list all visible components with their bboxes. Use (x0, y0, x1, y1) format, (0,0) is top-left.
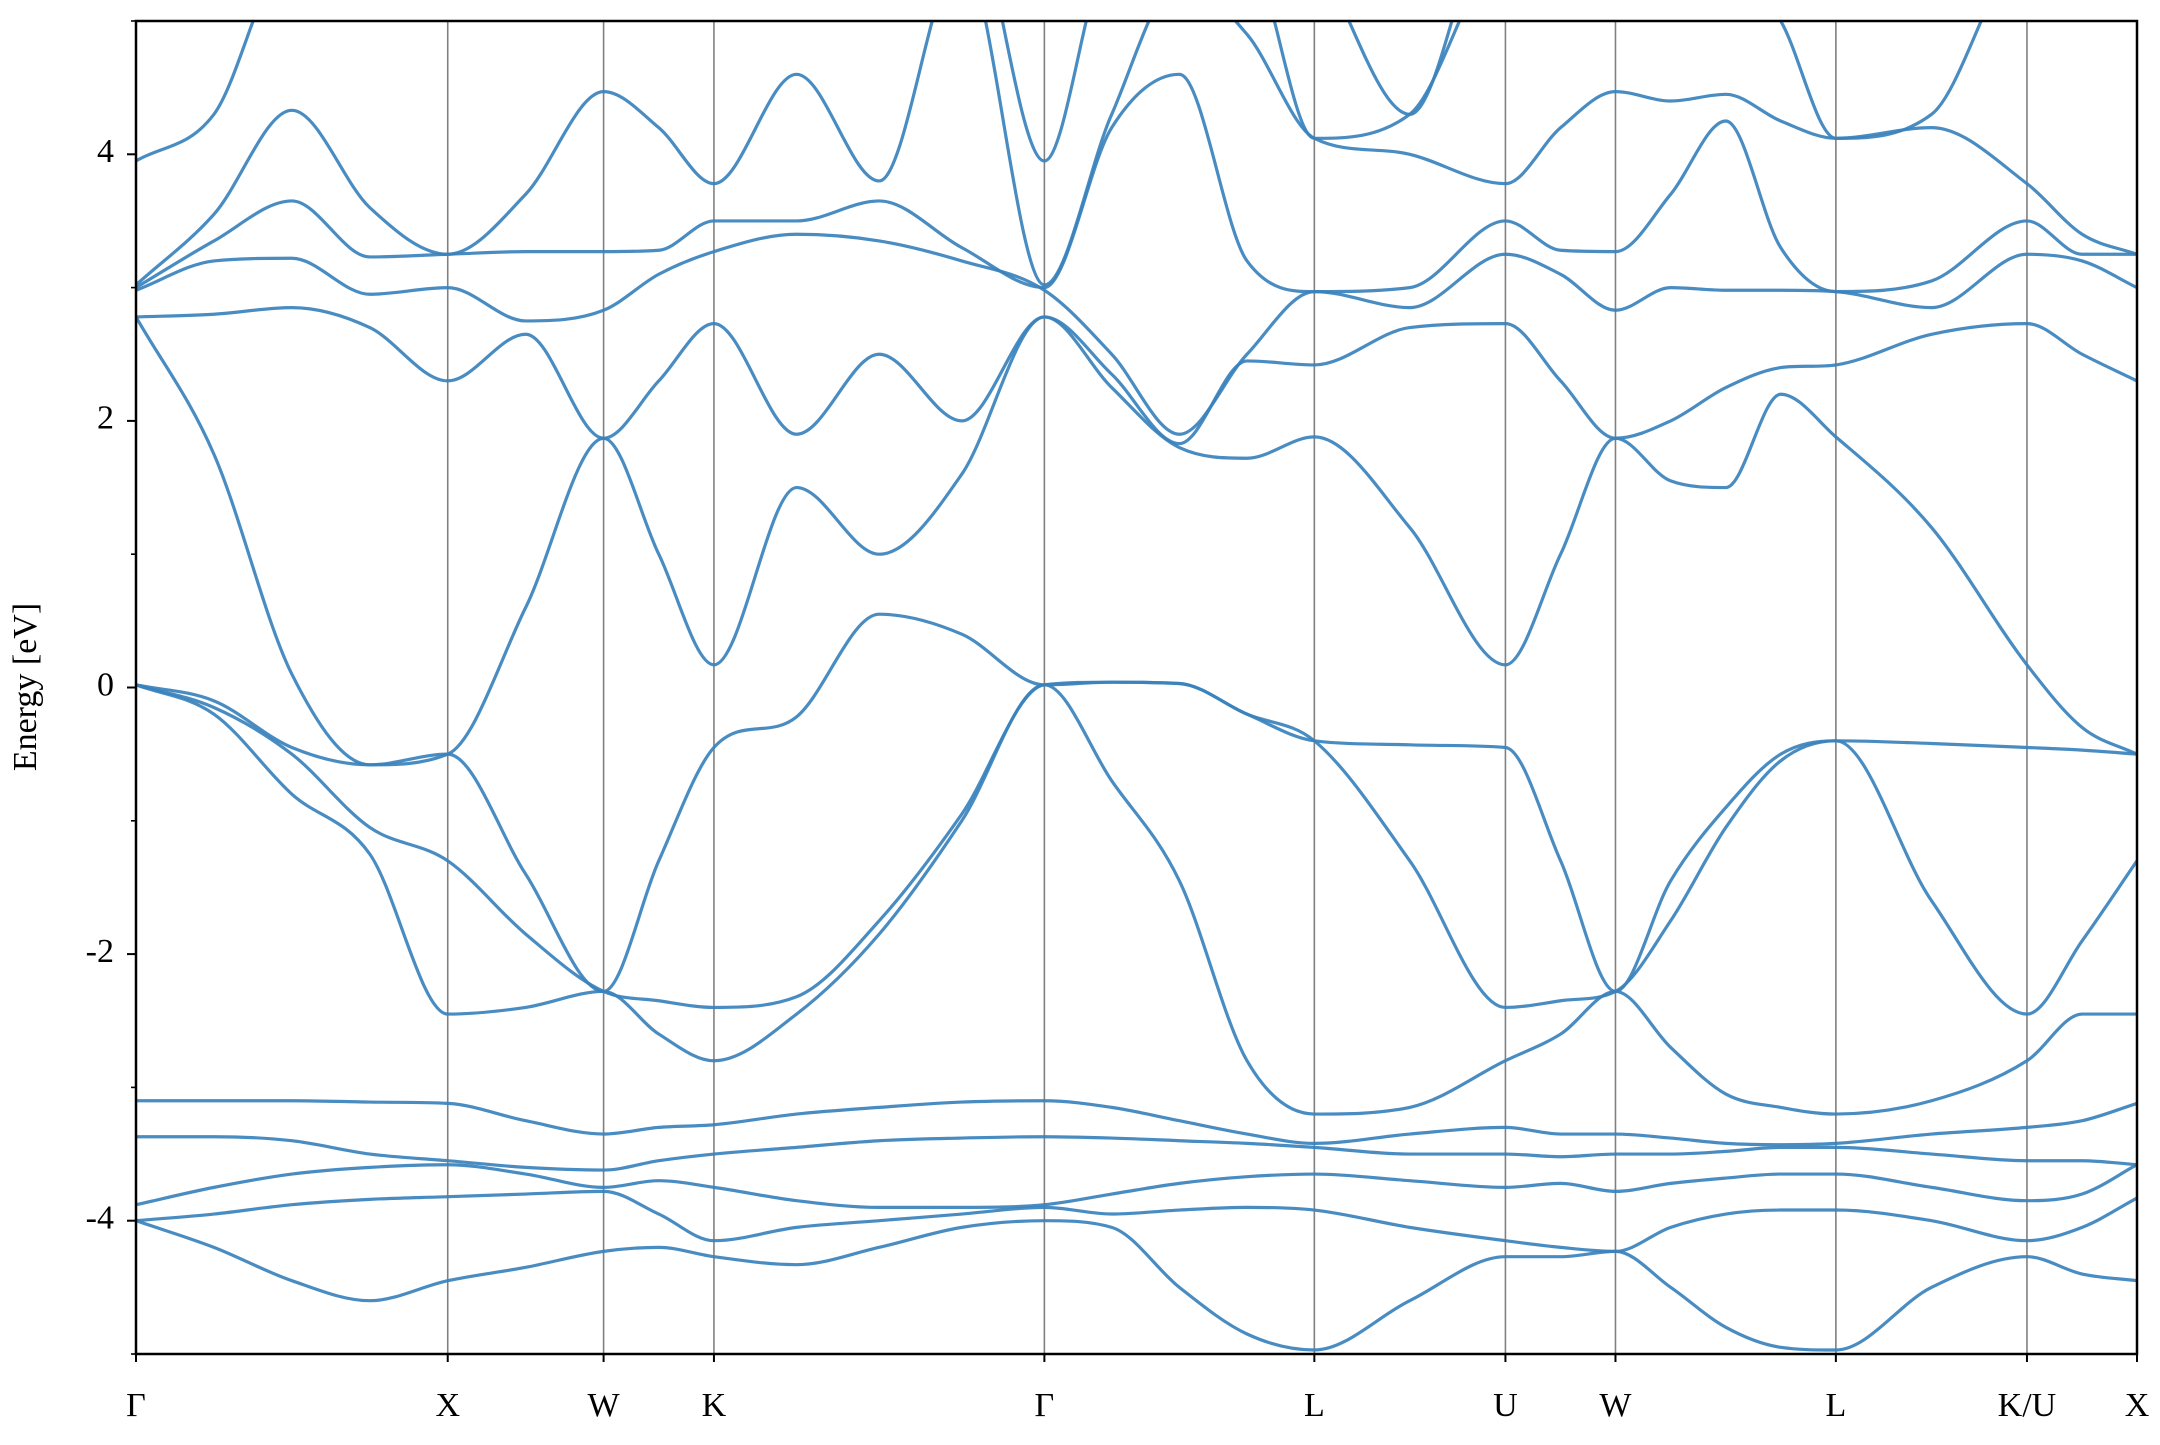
x-tick-label: X (435, 1387, 460, 1424)
x-tick-label: L (1304, 1387, 1325, 1424)
x-tick-label: W (1599, 1387, 1632, 1424)
band-line (136, 1163, 2137, 1209)
band-layer (136, 21, 2137, 1352)
plot-frame (134, 19, 2139, 1356)
band-line (136, 683, 2137, 1116)
x-tick-label: W (588, 1387, 621, 1424)
band-line (136, 72, 2137, 294)
band-line (136, 1135, 2137, 1172)
band-line (136, 21, 1983, 163)
x-tick-label: K (702, 1387, 727, 1424)
y-tick-label: 4 (97, 133, 114, 170)
band-line (136, 680, 2137, 1016)
band-line (136, 612, 2137, 994)
band-line (136, 1099, 2137, 1147)
x-tick-label: K/U (1998, 1387, 2057, 1424)
band-line (136, 315, 2137, 767)
y-tick-label: -2 (86, 933, 114, 970)
grid-layer (135, 21, 2138, 1354)
band-line (136, 232, 2137, 436)
y-tick-label: 0 (97, 666, 114, 703)
x-tick-label: U (1493, 1387, 1518, 1424)
y-tick-label: -4 (86, 1199, 114, 1236)
band-line (136, 1189, 2137, 1253)
axis-layer: Γ X W K Γ L U W L K/U X -4 -2 0 2 4 (86, 20, 2150, 1424)
band-line (136, 305, 2137, 446)
x-tick-label: Γ (1035, 1387, 1055, 1424)
y-tick-label: 2 (97, 400, 114, 437)
x-tick-label: Γ (126, 1387, 146, 1424)
band-line (136, 21, 2137, 287)
x-tick-label: X (2125, 1387, 2150, 1424)
band-line (136, 1219, 2137, 1352)
x-tick-label: L (1825, 1387, 1846, 1424)
y-axis-label: Energy [eV] (7, 603, 44, 771)
